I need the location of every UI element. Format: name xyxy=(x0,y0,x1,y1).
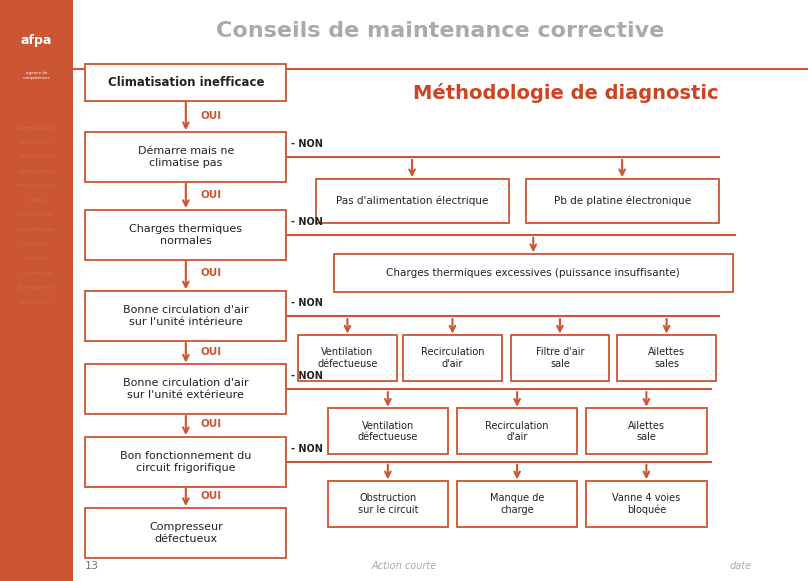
Text: certification: certification xyxy=(18,169,55,174)
Text: développement: développement xyxy=(17,285,56,290)
Text: Recirculation
d'air: Recirculation d'air xyxy=(421,347,484,369)
Text: - NON: - NON xyxy=(291,298,322,308)
Text: Ailettes
sales: Ailettes sales xyxy=(648,347,685,369)
FancyBboxPatch shape xyxy=(86,64,287,101)
Text: métier: métier xyxy=(26,198,47,203)
FancyBboxPatch shape xyxy=(457,481,577,527)
Text: OUI: OUI xyxy=(200,346,221,357)
Text: compagnonnage: compagnonnage xyxy=(15,184,57,188)
Text: - NON: - NON xyxy=(291,444,322,454)
Text: Bon fonctionnement du
circuit frigorifique: Bon fonctionnement du circuit frigorifiq… xyxy=(120,451,251,473)
Text: Charges thermiques excessives (puissance insuffisante): Charges thermiques excessives (puissance… xyxy=(386,268,680,278)
Text: compétences: compétences xyxy=(15,125,57,131)
FancyBboxPatch shape xyxy=(86,291,287,341)
Text: - NON: - NON xyxy=(291,139,322,149)
Text: Charges thermiques
normales: Charges thermiques normales xyxy=(129,224,242,246)
Text: Ventilation
défectueuse: Ventilation défectueuse xyxy=(318,347,377,369)
Text: Méthodologie de diagnostic: Méthodologie de diagnostic xyxy=(413,83,718,103)
Text: Filtre d'air
sale: Filtre d'air sale xyxy=(536,347,584,369)
FancyBboxPatch shape xyxy=(511,335,609,381)
Text: agence de
compétences: agence de compétences xyxy=(23,71,50,80)
Text: Pas d'alimentation électrique: Pas d'alimentation électrique xyxy=(336,196,488,206)
Text: Bonne circulation d'air
sur l'unité intérieure: Bonne circulation d'air sur l'unité inté… xyxy=(123,305,249,327)
FancyBboxPatch shape xyxy=(328,481,448,527)
FancyBboxPatch shape xyxy=(315,179,509,223)
Text: Obstruction
sur le circuit: Obstruction sur le circuit xyxy=(358,493,418,515)
FancyBboxPatch shape xyxy=(86,508,287,558)
Text: - NON: - NON xyxy=(291,217,322,227)
FancyBboxPatch shape xyxy=(86,437,287,487)
FancyBboxPatch shape xyxy=(526,179,719,223)
Text: Conseils de maintenance corrective: Conseils de maintenance corrective xyxy=(217,21,664,41)
Text: formation: formation xyxy=(23,242,50,246)
FancyBboxPatch shape xyxy=(328,408,448,454)
Text: OUI: OUI xyxy=(200,419,221,429)
FancyBboxPatch shape xyxy=(86,364,287,414)
Text: 13: 13 xyxy=(85,561,99,572)
Text: formation: formation xyxy=(21,140,52,145)
Text: Vanne 4 voies
bloquée: Vanne 4 voies bloquée xyxy=(612,493,680,515)
Bar xyxy=(0,0,73,581)
FancyBboxPatch shape xyxy=(334,254,733,292)
FancyBboxPatch shape xyxy=(587,481,706,527)
Text: compétences: compétences xyxy=(18,227,55,232)
FancyBboxPatch shape xyxy=(587,408,706,454)
Text: Climatisation inefficace: Climatisation inefficace xyxy=(107,76,264,89)
Text: insertion: insertion xyxy=(24,256,48,261)
Text: date: date xyxy=(730,561,751,572)
FancyBboxPatch shape xyxy=(617,335,716,381)
Text: OUI: OUI xyxy=(200,111,221,121)
Text: Ventilation
défectueuse: Ventilation défectueuse xyxy=(358,421,418,442)
FancyBboxPatch shape xyxy=(298,335,397,381)
Text: Recirculation
d'air: Recirculation d'air xyxy=(486,421,549,442)
Text: certification: certification xyxy=(20,300,53,304)
Text: professionnel: professionnel xyxy=(18,213,55,217)
Text: afpa: afpa xyxy=(21,34,52,47)
FancyBboxPatch shape xyxy=(457,408,577,454)
Text: - NON: - NON xyxy=(291,371,322,381)
Text: OUI: OUI xyxy=(200,189,221,200)
Text: Pb de platine électronique: Pb de platine électronique xyxy=(553,196,691,206)
Text: OUI: OUI xyxy=(200,268,221,278)
Text: orientation: orientation xyxy=(21,271,52,275)
FancyBboxPatch shape xyxy=(86,132,287,182)
Text: Ailettes
sale: Ailettes sale xyxy=(628,421,665,442)
Text: Compresseur
défectueux: Compresseur défectueux xyxy=(149,522,223,544)
Text: Manque de
charge: Manque de charge xyxy=(490,493,545,515)
FancyBboxPatch shape xyxy=(86,210,287,260)
Text: Bonne circulation d'air
sur l'unité extérieure: Bonne circulation d'air sur l'unité exté… xyxy=(123,378,249,400)
Text: Démarre mais ne
climatise pas: Démarre mais ne climatise pas xyxy=(137,146,234,168)
Text: orientation: orientation xyxy=(19,155,53,159)
Text: Action courte: Action courte xyxy=(372,561,436,572)
Text: OUI: OUI xyxy=(200,490,221,501)
FancyBboxPatch shape xyxy=(403,335,502,381)
